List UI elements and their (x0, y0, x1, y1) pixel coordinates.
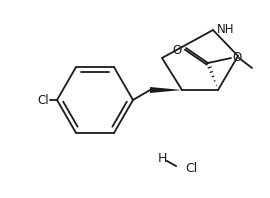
Text: Cl: Cl (185, 163, 197, 175)
Text: O: O (173, 44, 182, 57)
Polygon shape (150, 87, 182, 93)
Text: O: O (232, 50, 241, 64)
Text: H: H (157, 151, 167, 165)
Text: Cl: Cl (37, 93, 49, 107)
Text: NH: NH (217, 23, 235, 35)
